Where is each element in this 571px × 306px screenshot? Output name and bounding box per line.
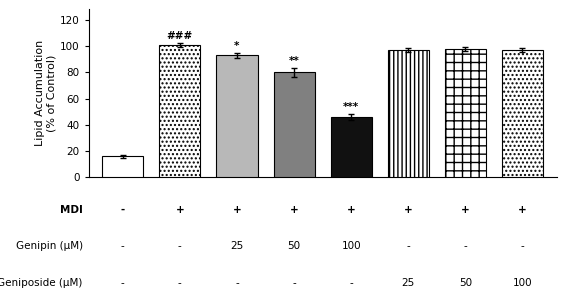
- Bar: [274, 72, 315, 177]
- Text: Geniposide (μM): Geniposide (μM): [0, 278, 83, 288]
- Text: -: -: [464, 241, 467, 251]
- Text: 100: 100: [513, 278, 532, 288]
- Text: +: +: [461, 205, 470, 215]
- Text: +: +: [232, 205, 242, 215]
- Text: -: -: [349, 278, 353, 288]
- Text: *: *: [234, 41, 240, 50]
- Bar: [159, 45, 200, 177]
- Text: +: +: [518, 205, 527, 215]
- Text: -: -: [407, 241, 410, 251]
- Text: +: +: [404, 205, 413, 215]
- Text: -: -: [292, 278, 296, 288]
- Text: -: -: [235, 278, 239, 288]
- Y-axis label: Lipid Accumulation
(% of Control): Lipid Accumulation (% of Control): [35, 40, 57, 147]
- Text: -: -: [121, 278, 124, 288]
- Bar: [331, 117, 372, 177]
- Text: Genipin (μM): Genipin (μM): [15, 241, 83, 251]
- Text: -: -: [121, 241, 124, 251]
- Text: -: -: [521, 241, 524, 251]
- Bar: [216, 55, 258, 177]
- Bar: [445, 49, 486, 177]
- Text: **: **: [289, 56, 299, 66]
- Text: -: -: [178, 278, 182, 288]
- Text: +: +: [175, 205, 184, 215]
- Text: ***: ***: [343, 103, 359, 112]
- Bar: [502, 50, 543, 177]
- Text: -: -: [178, 241, 182, 251]
- Text: ###: ###: [167, 31, 193, 41]
- Text: 100: 100: [341, 241, 361, 251]
- Text: +: +: [347, 205, 356, 215]
- Text: -: -: [120, 205, 125, 215]
- Text: 25: 25: [401, 278, 415, 288]
- Text: 50: 50: [288, 241, 300, 251]
- Bar: [388, 50, 429, 177]
- Text: 50: 50: [459, 278, 472, 288]
- Text: 25: 25: [230, 241, 244, 251]
- Text: +: +: [289, 205, 299, 215]
- Text: MDI: MDI: [60, 205, 83, 215]
- Bar: [102, 156, 143, 177]
